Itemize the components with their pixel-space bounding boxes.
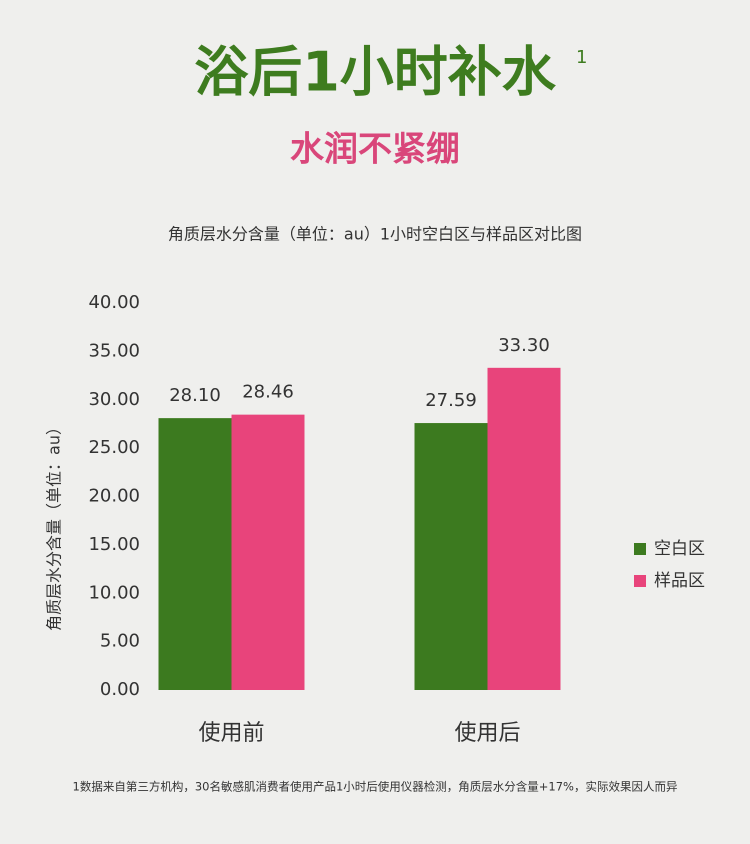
- x-tick-label: 使用后: [454, 721, 520, 746]
- bar: [158, 418, 232, 690]
- bar: [414, 423, 488, 690]
- bar: [487, 367, 561, 690]
- footnote: 1数据来自第三方机构，30名敏感肌消费者使用产品1小时后使用仪器检测，角质层水分…: [73, 780, 678, 794]
- chart-title: 角质层水分含量（单位：au）1小时空白区与样品区对比图: [168, 225, 582, 244]
- title-note: 1: [576, 47, 587, 68]
- y-tick-label: 5.00: [100, 631, 140, 652]
- value-label: 28.46: [242, 382, 294, 403]
- subtitle: 水润不紧绷: [290, 130, 460, 170]
- legend-swatch: [634, 575, 646, 587]
- legend-swatch: [634, 543, 646, 555]
- legend-label: 空白区: [654, 539, 705, 559]
- value-label: 28.10: [169, 385, 221, 406]
- y-tick-label: 15.00: [88, 534, 140, 555]
- value-label: 27.59: [425, 390, 477, 411]
- y-tick-label: 0.00: [100, 679, 140, 700]
- page-title: 浴后1小时补水: [194, 41, 557, 104]
- y-tick-label: 20.00: [88, 486, 140, 507]
- y-tick-label: 30.00: [88, 389, 140, 410]
- y-tick-label: 40.00: [88, 292, 140, 313]
- y-tick-label: 25.00: [88, 437, 140, 458]
- x-tick-label: 使用前: [198, 721, 264, 746]
- y-tick-label: 10.00: [88, 582, 140, 603]
- y-axis-label: 角质层水分含量（单位：au）: [45, 419, 64, 631]
- y-tick-label: 35.00: [88, 340, 140, 361]
- bar: [231, 414, 305, 690]
- legend-label: 样品区: [654, 571, 705, 591]
- value-label: 33.30: [498, 335, 550, 356]
